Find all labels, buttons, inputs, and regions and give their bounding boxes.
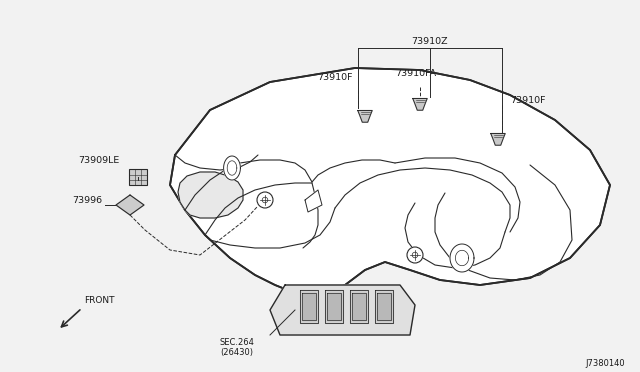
Polygon shape xyxy=(270,285,415,335)
Polygon shape xyxy=(327,293,341,320)
Polygon shape xyxy=(170,68,610,295)
Text: 73996: 73996 xyxy=(72,196,102,205)
Polygon shape xyxy=(300,290,318,323)
Polygon shape xyxy=(352,293,366,320)
Polygon shape xyxy=(358,110,372,122)
Text: SEC.264
(26430): SEC.264 (26430) xyxy=(220,338,255,357)
Polygon shape xyxy=(178,172,243,218)
Polygon shape xyxy=(491,134,505,145)
Bar xyxy=(129,169,147,185)
Circle shape xyxy=(257,192,273,208)
Text: 73910F: 73910F xyxy=(317,73,353,82)
Polygon shape xyxy=(223,156,241,180)
Text: 73909LE: 73909LE xyxy=(78,156,119,165)
Polygon shape xyxy=(116,195,144,215)
Polygon shape xyxy=(325,290,343,323)
Text: 73910FA: 73910FA xyxy=(395,69,436,78)
Text: FRONT: FRONT xyxy=(84,296,115,305)
Text: 73910Z: 73910Z xyxy=(412,37,448,46)
Text: J7380140: J7380140 xyxy=(586,359,625,368)
Polygon shape xyxy=(377,293,391,320)
Polygon shape xyxy=(413,99,428,110)
Polygon shape xyxy=(375,290,393,323)
Text: 73910F: 73910F xyxy=(510,96,545,105)
Circle shape xyxy=(407,247,423,263)
Polygon shape xyxy=(305,190,322,212)
Polygon shape xyxy=(302,293,316,320)
Polygon shape xyxy=(350,290,368,323)
Polygon shape xyxy=(450,244,474,272)
